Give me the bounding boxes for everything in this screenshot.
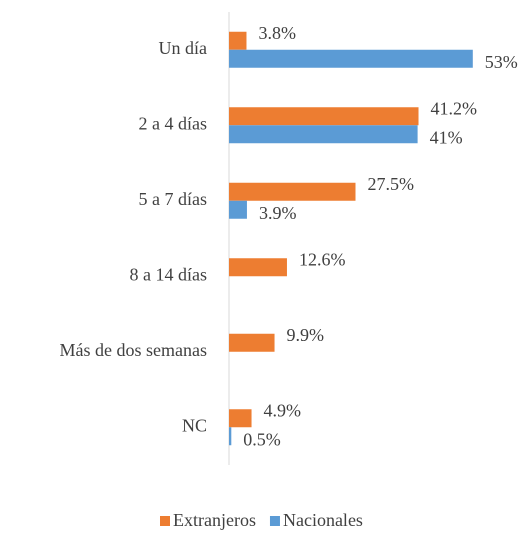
y-tick-label: Un día	[159, 38, 208, 58]
value-label: 12.6%	[299, 249, 346, 269]
bar	[229, 427, 232, 446]
value-label: 53%	[485, 52, 518, 72]
legend-label: Extranjeros	[173, 510, 256, 530]
legend-swatch	[160, 516, 170, 526]
bar	[229, 409, 252, 428]
y-tick-label: 8 a 14 días	[130, 264, 207, 284]
bar	[229, 107, 419, 126]
y-tick-label: Más de dos semanas	[60, 340, 207, 360]
legend-label: Nacionales	[283, 510, 363, 530]
value-label: 27.5%	[368, 174, 415, 194]
bar	[229, 258, 287, 277]
value-label: 41%	[430, 127, 463, 147]
value-label: 3.9%	[259, 203, 297, 223]
legend-swatch	[269, 516, 280, 526]
value-label: 41.2%	[431, 98, 478, 118]
y-tick-label: 5 a 7 días	[139, 189, 207, 209]
value-label: 9.9%	[287, 325, 325, 345]
bar	[229, 200, 247, 219]
value-label: 3.8%	[258, 23, 296, 43]
y-tick-label: NC	[182, 415, 207, 435]
bar	[229, 49, 473, 68]
value-label: 0.5%	[243, 429, 280, 449]
bar	[229, 31, 247, 50]
y-tick-label: 2 a 4 días	[139, 113, 207, 133]
value-label: 4.9%	[264, 400, 302, 420]
bar	[229, 182, 356, 201]
bar	[229, 333, 275, 352]
bar	[229, 125, 418, 144]
